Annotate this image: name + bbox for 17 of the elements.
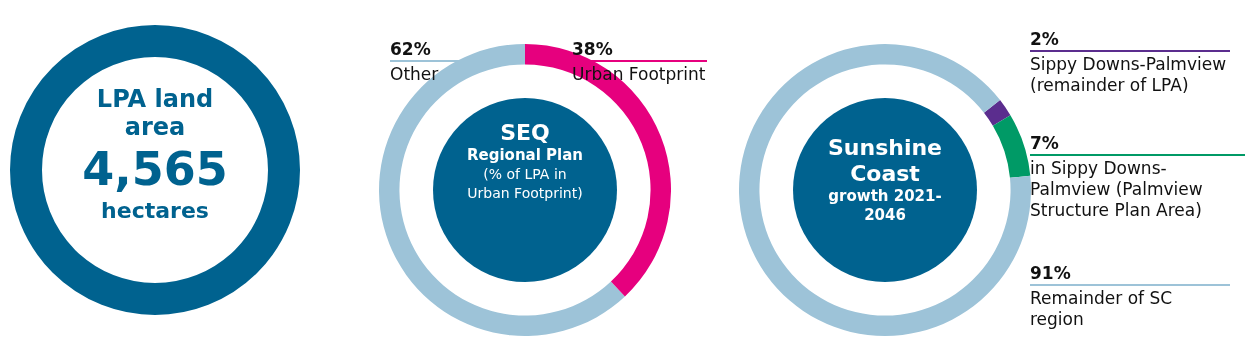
slice-label: Remainder of SC region <box>1030 288 1174 330</box>
text: hectares <box>100 197 210 225</box>
data-label: 62% <box>390 38 490 62</box>
text: Sunshine Coast <box>826 135 944 187</box>
text: 4,565 <box>81 141 229 197</box>
data-label: 7% <box>1030 132 1245 156</box>
text: Regional Plan <box>466 146 584 165</box>
text: (% of LPA in Urban Footprint) <box>466 165 584 203</box>
data-label: 91% <box>1030 262 1230 286</box>
slice-label: in Sippy Downs-Palmview (Palmview Structure Plan Area) <box>1030 158 1204 221</box>
slice-label: Other <box>390 64 440 85</box>
data-label: 2% <box>1030 28 1230 52</box>
text: growth 2021-2046 <box>827 187 943 225</box>
slice-label: Sippy Downs-Palmview (remainder of LPA) <box>1030 54 1228 96</box>
text: LPA land area <box>95 85 215 141</box>
data-label: 38% <box>572 38 707 62</box>
text: SEQ <box>499 120 551 146</box>
